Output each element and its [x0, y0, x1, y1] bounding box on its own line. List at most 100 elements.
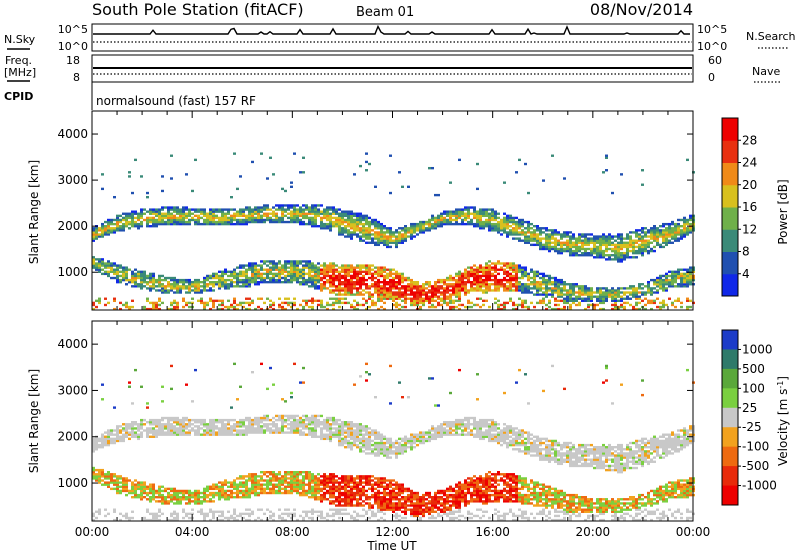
power-cell	[125, 212, 128, 215]
power-cell	[539, 283, 542, 286]
velocity-cell	[194, 496, 197, 499]
power-cell	[302, 210, 305, 213]
power-cell	[224, 220, 227, 224]
power-cell	[119, 266, 122, 269]
power-cell	[371, 295, 374, 298]
power-cell	[491, 227, 494, 230]
velocity-cell	[182, 433, 185, 436]
velocity-cell	[239, 481, 242, 484]
velocity-cell	[242, 425, 245, 428]
velocity-cell	[254, 485, 257, 488]
velocity-cell	[248, 514, 251, 518]
power-cell	[512, 283, 515, 286]
power-cell	[509, 297, 512, 300]
velocity-cell	[101, 483, 104, 486]
velocity-cell	[155, 516, 158, 520]
velocity-cell	[161, 429, 164, 432]
power-cell	[521, 229, 524, 232]
power-cell	[485, 262, 488, 265]
power-cell	[677, 239, 680, 242]
power-cell	[521, 274, 524, 278]
power-cell	[380, 268, 383, 271]
power-cell	[197, 287, 200, 290]
velocity-cell	[119, 477, 122, 480]
power-cell	[683, 276, 686, 280]
power-cell	[383, 268, 386, 271]
power-cell	[638, 297, 641, 300]
power-cell	[485, 278, 488, 282]
power-cell	[443, 291, 446, 294]
power-cell	[239, 266, 242, 269]
power-cell	[245, 307, 248, 311]
power-cell	[608, 291, 611, 294]
power-cell	[308, 270, 311, 273]
power-cell	[260, 280, 263, 284]
power-cell	[653, 229, 656, 232]
velocity-cell	[209, 510, 212, 513]
power-cell	[659, 235, 662, 238]
power-cell	[554, 287, 557, 290]
power-cell	[557, 239, 560, 242]
power-cell	[215, 299, 218, 303]
power-cell	[536, 270, 539, 273]
power-cell	[635, 301, 638, 305]
power-cell	[404, 237, 407, 240]
power-cell	[167, 222, 170, 226]
power-cell	[569, 307, 572, 311]
power-cell	[227, 299, 230, 303]
power-cell	[569, 239, 572, 242]
power-cell	[629, 243, 632, 247]
velocity-cell	[137, 427, 140, 430]
power-cell	[362, 289, 365, 292]
power-cell	[386, 268, 389, 271]
power-cell	[632, 256, 635, 259]
power-cell	[362, 218, 365, 222]
power-cell	[476, 210, 479, 213]
velocity-cell	[146, 431, 149, 434]
power-cell	[329, 214, 332, 218]
velocity-cell	[185, 425, 188, 428]
velocity-cell	[248, 473, 251, 476]
power-cell	[641, 247, 644, 251]
power-cell	[260, 220, 263, 224]
power-cell	[569, 287, 572, 290]
power-cell	[512, 266, 515, 269]
power-cell	[227, 212, 230, 215]
velocity-cell	[176, 429, 179, 432]
power-cell	[146, 287, 149, 290]
power-cell	[239, 264, 242, 267]
power-cell	[584, 287, 587, 290]
velocity-cell	[272, 383, 275, 386]
power-cell	[521, 291, 524, 294]
power-cell	[371, 293, 374, 296]
power-cell	[275, 216, 278, 220]
power-cell	[626, 243, 629, 247]
power-cell	[383, 289, 386, 292]
power-cell	[380, 266, 383, 269]
power-cell	[446, 276, 449, 280]
power-cell	[470, 220, 473, 224]
power-cell	[545, 235, 548, 238]
power-cell	[356, 307, 359, 311]
power-cell	[668, 297, 671, 300]
power-cell	[545, 243, 548, 247]
power-cell	[236, 285, 239, 288]
power-cell	[281, 206, 284, 209]
power-cell	[626, 233, 629, 236]
velocity-cell	[260, 427, 263, 430]
power-cell	[533, 278, 536, 282]
velocity-cell	[128, 431, 131, 434]
power-cell	[479, 225, 482, 228]
power-cell	[518, 220, 521, 224]
power-cell	[419, 289, 422, 292]
y-tick-label: 2000	[57, 219, 88, 233]
power-cell	[278, 204, 281, 207]
power-cell	[482, 222, 485, 226]
velocity-cell	[233, 433, 236, 436]
power-cell	[485, 274, 488, 278]
velocity-cell	[245, 483, 248, 486]
velocity-cell	[218, 514, 221, 518]
power-cell	[512, 227, 515, 230]
power-cell	[590, 249, 593, 253]
power-cell	[359, 227, 362, 230]
